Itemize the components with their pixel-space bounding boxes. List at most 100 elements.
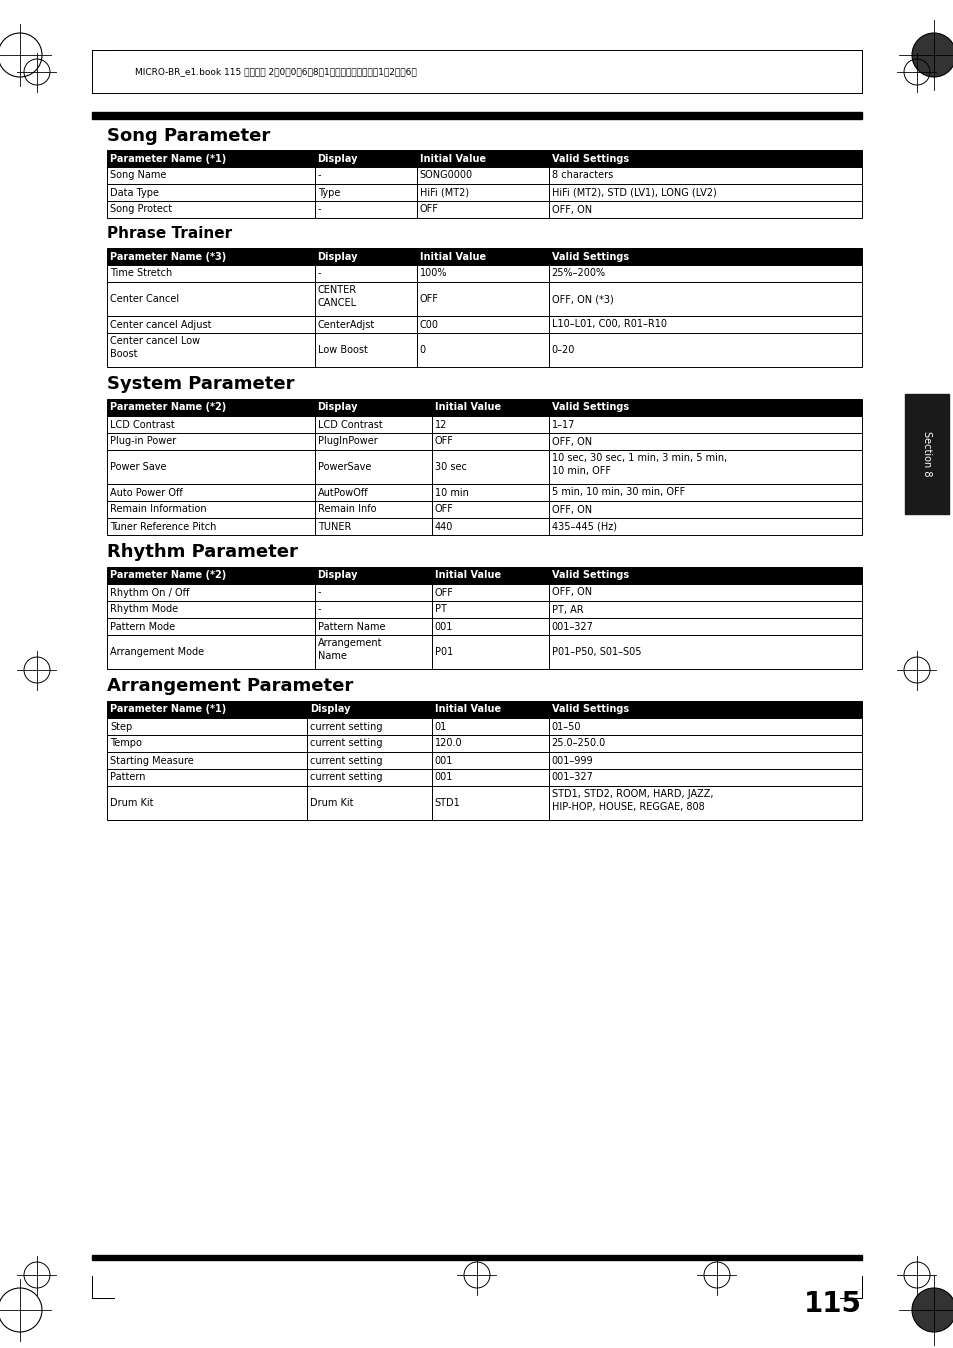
Text: 001–327: 001–327: [551, 772, 593, 782]
Text: Center cancel Low
Boost: Center cancel Low Boost: [110, 336, 200, 359]
Text: 12: 12: [435, 419, 447, 430]
Text: 440: 440: [435, 522, 453, 531]
Bar: [416, 201, 548, 218]
Text: Pattern Mode: Pattern Mode: [110, 621, 175, 631]
Text: Initial Value: Initial Value: [435, 705, 500, 714]
Bar: [307, 718, 431, 735]
Bar: [314, 399, 431, 417]
Bar: [431, 601, 548, 617]
Text: OFF, ON: OFF, ON: [551, 437, 591, 446]
Bar: [416, 315, 548, 333]
Text: Valid Settings: Valid Settings: [551, 252, 628, 262]
Text: LCD Contrast: LCD Contrast: [110, 419, 174, 430]
Text: Pattern Name: Pattern Name: [317, 621, 385, 631]
Text: Low Boost: Low Boost: [317, 345, 367, 355]
Bar: [548, 786, 862, 820]
Text: OFF, ON: OFF, ON: [551, 588, 591, 597]
Text: Display: Display: [317, 154, 357, 163]
Text: Remain Information: Remain Information: [110, 504, 207, 515]
Text: 0: 0: [419, 345, 425, 355]
Bar: [107, 399, 314, 417]
Text: System Parameter: System Parameter: [107, 375, 294, 394]
Text: Center cancel Adjust: Center cancel Adjust: [110, 319, 212, 329]
Bar: [416, 266, 548, 282]
Text: Starting Measure: Starting Measure: [110, 755, 193, 766]
Bar: [107, 333, 314, 367]
Text: OFF: OFF: [419, 205, 438, 214]
Bar: [307, 786, 431, 820]
Text: Phrase Trainer: Phrase Trainer: [107, 226, 232, 241]
Text: Data Type: Data Type: [110, 187, 159, 198]
Text: Parameter Name (*1): Parameter Name (*1): [110, 705, 226, 714]
Bar: [431, 399, 548, 417]
Text: 5 min, 10 min, 30 min, OFF: 5 min, 10 min, 30 min, OFF: [551, 488, 684, 497]
Bar: [431, 635, 548, 669]
Bar: [431, 433, 548, 450]
Bar: [548, 768, 862, 786]
Text: Section 8: Section 8: [921, 431, 931, 477]
Bar: [548, 433, 862, 450]
Bar: [307, 735, 431, 752]
Bar: [314, 167, 416, 183]
Text: Remain Info: Remain Info: [317, 504, 375, 515]
Text: Display: Display: [317, 252, 357, 262]
Bar: [107, 786, 307, 820]
Bar: [548, 635, 862, 669]
Bar: [314, 617, 431, 635]
Text: Rhythm On / Off: Rhythm On / Off: [110, 588, 190, 597]
Text: OFF, ON: OFF, ON: [551, 205, 591, 214]
Text: 01–50: 01–50: [551, 721, 580, 732]
Bar: [431, 568, 548, 584]
Bar: [548, 399, 862, 417]
Bar: [107, 584, 314, 601]
Text: Song Name: Song Name: [110, 170, 166, 181]
Bar: [307, 768, 431, 786]
Bar: [314, 333, 416, 367]
Text: Initial Value: Initial Value: [435, 403, 500, 412]
Text: TUNER: TUNER: [317, 522, 351, 531]
Text: Display: Display: [317, 403, 357, 412]
Text: Step: Step: [110, 721, 132, 732]
Text: Song Parameter: Song Parameter: [107, 127, 270, 146]
Bar: [431, 768, 548, 786]
Text: 8 characters: 8 characters: [551, 170, 612, 181]
Text: Arrangement
Name: Arrangement Name: [317, 638, 382, 662]
Text: Parameter Name (*3): Parameter Name (*3): [110, 252, 226, 262]
Text: 25%–200%: 25%–200%: [551, 268, 605, 279]
Text: Valid Settings: Valid Settings: [551, 154, 628, 163]
Text: CENTER
CANCEL: CENTER CANCEL: [317, 284, 356, 309]
Bar: [314, 315, 416, 333]
Bar: [548, 183, 862, 201]
Bar: [416, 333, 548, 367]
Text: SONG0000: SONG0000: [419, 170, 472, 181]
Bar: [548, 584, 862, 601]
Text: Center Cancel: Center Cancel: [110, 294, 179, 305]
Text: P01: P01: [435, 647, 453, 656]
Bar: [107, 315, 314, 333]
Bar: [548, 518, 862, 535]
Bar: [548, 417, 862, 433]
Text: 100%: 100%: [419, 268, 447, 279]
Bar: [314, 201, 416, 218]
Bar: [431, 484, 548, 501]
Text: STD1: STD1: [435, 798, 460, 807]
Bar: [416, 167, 548, 183]
Bar: [307, 701, 431, 718]
Bar: [107, 433, 314, 450]
Text: Parameter Name (*2): Parameter Name (*2): [110, 403, 226, 412]
Bar: [314, 183, 416, 201]
Text: OFF, ON (*3): OFF, ON (*3): [551, 294, 613, 305]
Text: 001–327: 001–327: [551, 621, 593, 631]
Bar: [548, 201, 862, 218]
Bar: [548, 601, 862, 617]
Bar: [107, 501, 314, 518]
Text: current setting: current setting: [310, 739, 382, 748]
Text: Initial Value: Initial Value: [419, 252, 485, 262]
Text: -: -: [317, 268, 321, 279]
Bar: [416, 248, 548, 266]
Bar: [431, 518, 548, 535]
Circle shape: [911, 1287, 953, 1332]
Text: 115: 115: [803, 1290, 862, 1318]
Text: Time Stretch: Time Stretch: [110, 268, 172, 279]
Text: HiFi (MT2), STD (LV1), LONG (LV2): HiFi (MT2), STD (LV1), LONG (LV2): [551, 187, 716, 198]
